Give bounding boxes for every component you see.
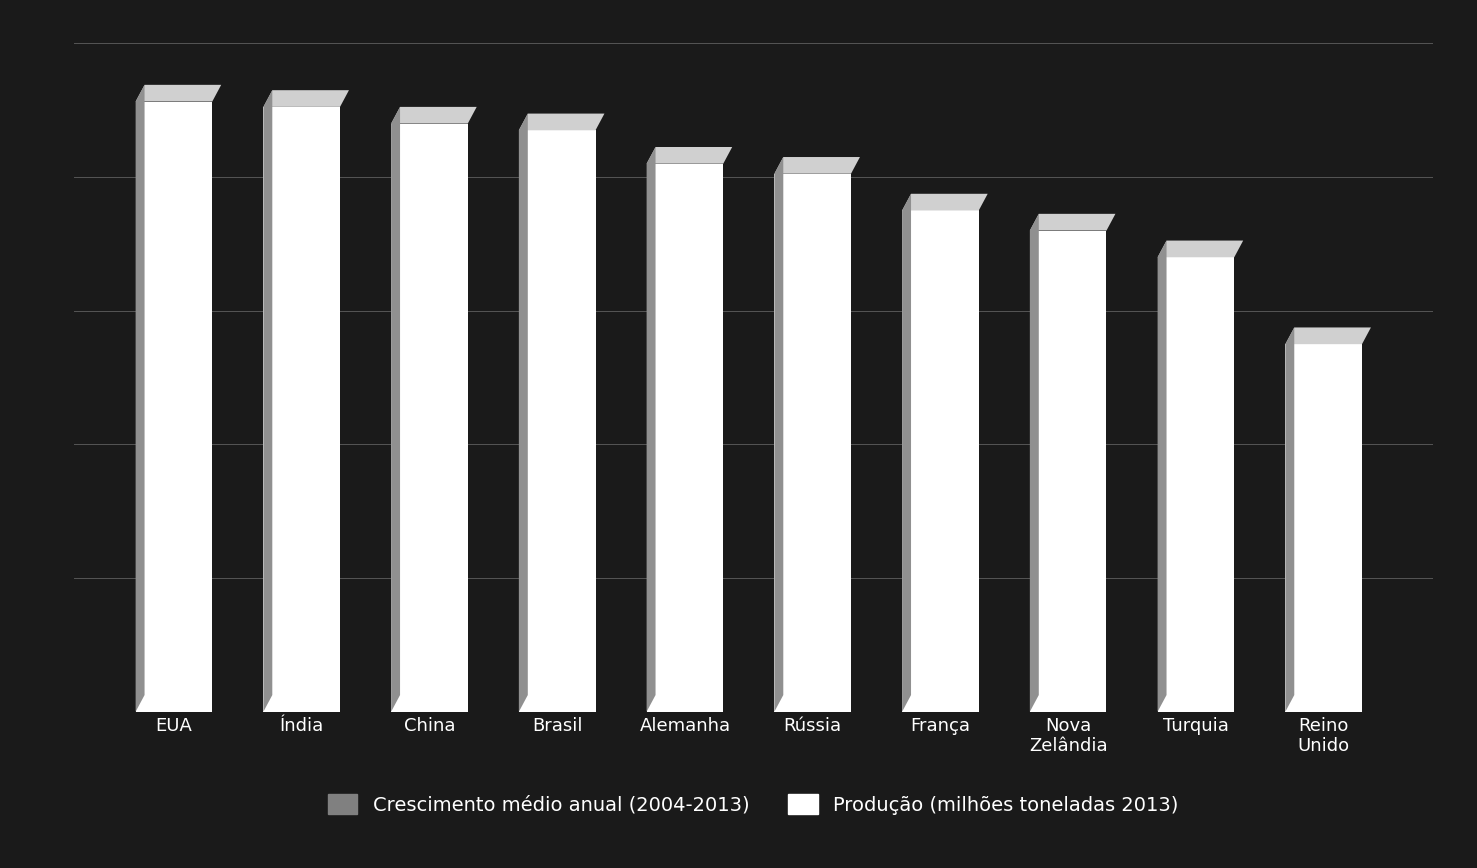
Bar — [391, 123, 468, 712]
Polygon shape — [391, 107, 477, 123]
Polygon shape — [518, 114, 527, 712]
Polygon shape — [391, 107, 400, 712]
Polygon shape — [1029, 214, 1115, 231]
Polygon shape — [1158, 240, 1244, 257]
Polygon shape — [647, 147, 733, 164]
Polygon shape — [774, 157, 860, 174]
Bar — [136, 102, 213, 712]
Legend: Crescimento médio anual (2004-2013), Produção (milhões toneladas 2013): Crescimento médio anual (2004-2013), Pro… — [321, 786, 1186, 822]
Bar — [263, 107, 340, 712]
Polygon shape — [263, 90, 272, 712]
Text: 0,8: 0,8 — [671, 670, 700, 688]
Polygon shape — [902, 194, 911, 712]
Text: 0,1: 0,1 — [926, 670, 956, 688]
Polygon shape — [136, 85, 222, 102]
Text: 0,5: 0,5 — [798, 670, 827, 688]
Polygon shape — [1285, 327, 1294, 712]
Polygon shape — [518, 114, 604, 130]
Polygon shape — [774, 157, 783, 712]
Polygon shape — [263, 90, 349, 107]
Polygon shape — [1158, 240, 1167, 712]
Polygon shape — [1285, 327, 1371, 345]
Bar — [902, 211, 979, 712]
Bar — [774, 174, 851, 712]
Polygon shape — [136, 85, 145, 712]
Bar — [1029, 231, 1106, 712]
Polygon shape — [902, 194, 988, 211]
Bar — [518, 130, 595, 712]
Bar — [1158, 257, 1235, 712]
Polygon shape — [1029, 214, 1038, 712]
Polygon shape — [647, 147, 656, 712]
Bar — [1285, 345, 1362, 712]
Bar — [647, 164, 724, 712]
Text: 1,7: 1,7 — [160, 670, 189, 688]
